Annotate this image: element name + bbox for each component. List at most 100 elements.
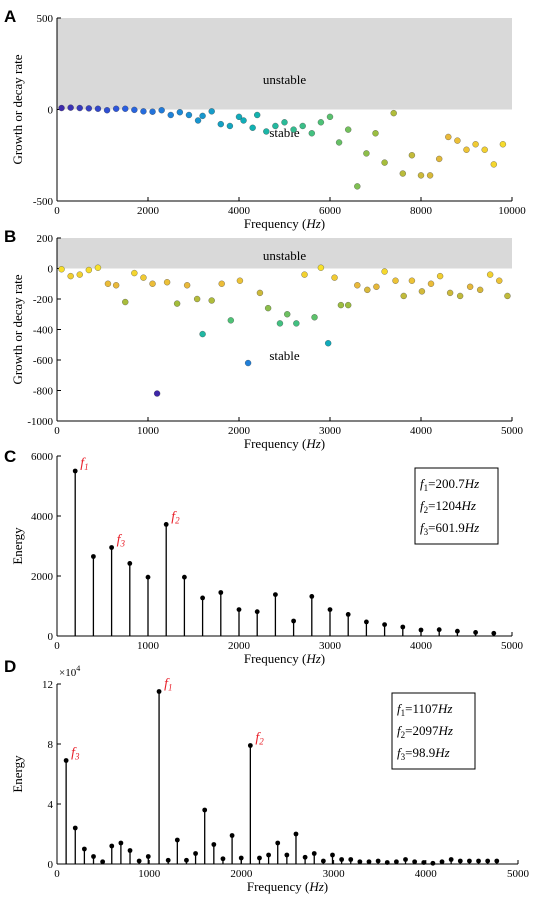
y-tick-label: 12	[42, 679, 53, 691]
x-tick-label: 5000	[501, 425, 524, 437]
data-point	[235, 113, 243, 120]
data-point	[408, 152, 416, 159]
legend-entry: f3=601.9Hz	[420, 520, 479, 537]
peak-label: f3	[71, 746, 80, 762]
stem-marker	[439, 859, 445, 865]
data-point	[364, 286, 371, 294]
stem-marker	[145, 574, 151, 580]
y-tick-label: 500	[37, 13, 54, 25]
data-point	[363, 150, 370, 157]
data-point	[113, 282, 120, 289]
data-point	[167, 111, 174, 119]
legend-box	[414, 467, 499, 545]
legend-entry: f1=1107Hz	[397, 701, 452, 718]
data-point	[264, 304, 272, 312]
stem-marker	[455, 628, 460, 634]
data-point	[308, 130, 315, 137]
data-point	[426, 172, 434, 179]
panel-letter: B	[4, 227, 16, 246]
unstable-label: unstable	[263, 248, 307, 263]
y-axis-label: Energy	[10, 755, 25, 793]
y-tick-label: -500	[33, 196, 54, 208]
peak-label: f3	[117, 533, 126, 549]
data-point	[173, 300, 181, 307]
data-point	[301, 271, 308, 278]
stem-marker	[72, 825, 78, 831]
data-point	[94, 264, 102, 271]
stem-marker	[136, 858, 142, 864]
x-tick-label: 4000	[415, 868, 438, 880]
x-tick-label: 0	[54, 640, 60, 652]
data-point	[76, 104, 83, 112]
x-tick-label: 6000	[319, 205, 342, 217]
x-tick-label: 8000	[410, 205, 433, 217]
peak-label: f1	[80, 456, 88, 472]
data-point	[194, 117, 202, 124]
data-point	[276, 320, 284, 327]
stem-marker	[436, 627, 442, 633]
panel-letter: A	[4, 7, 16, 26]
legend-entry: f2=1204Hz	[420, 498, 476, 515]
stem-marker	[238, 855, 244, 861]
data-point	[272, 122, 279, 130]
data-point	[504, 292, 511, 300]
data-point	[236, 277, 244, 284]
x-tick-label: 0	[54, 425, 60, 437]
x-tick-label: 0	[54, 205, 60, 217]
data-point	[290, 126, 297, 133]
data-point	[317, 119, 325, 126]
x-tick-label: 1000	[137, 425, 160, 437]
data-point	[293, 320, 300, 327]
stem-marker	[330, 852, 335, 858]
data-point	[463, 146, 470, 153]
y-tick-label: -600	[33, 355, 54, 367]
data-point	[122, 105, 129, 112]
data-point	[227, 317, 234, 324]
data-point	[354, 282, 361, 289]
stem-marker	[311, 851, 317, 856]
data-point	[325, 340, 332, 347]
data-point	[299, 122, 306, 130]
stem-marker	[345, 612, 351, 617]
data-point	[390, 110, 397, 117]
data-point	[436, 155, 443, 163]
stem-marker	[430, 860, 436, 866]
data-point	[472, 141, 479, 148]
y-exponent-label: ×104	[59, 664, 80, 679]
data-point	[208, 108, 215, 115]
data-point	[153, 390, 161, 397]
stem-marker	[193, 851, 198, 856]
data-point	[163, 279, 171, 286]
stem-marker	[473, 630, 478, 635]
data-point	[217, 120, 224, 128]
stem-marker	[127, 561, 133, 566]
stem-marker	[366, 859, 372, 865]
stem-marker	[494, 858, 500, 864]
stem-marker	[403, 857, 408, 862]
data-point	[281, 119, 288, 126]
stem-marker	[421, 860, 427, 865]
data-point	[149, 280, 156, 287]
data-point	[345, 301, 352, 309]
unstable-region	[57, 238, 512, 269]
data-point	[208, 297, 215, 304]
stem-marker	[156, 689, 162, 694]
x-tick-label: 4000	[410, 640, 433, 652]
x-tick-label: 3000	[319, 640, 342, 652]
panel-a: 0 2000 4000 6000 8000 10000-5000500Frequency …	[4, 7, 526, 231]
stem-marker	[165, 857, 171, 863]
stem-marker	[174, 837, 180, 843]
stem-marker	[418, 627, 424, 633]
data-point	[199, 330, 206, 338]
data-point	[456, 292, 464, 300]
y-tick-label: -200	[33, 294, 54, 306]
data-point	[499, 141, 507, 148]
data-point	[122, 298, 129, 306]
stem-marker	[476, 858, 481, 864]
data-point	[372, 130, 379, 137]
stem-marker	[393, 859, 399, 865]
data-point	[317, 264, 325, 271]
data-point	[284, 311, 291, 318]
y-axis-label: Growth or decay rate	[10, 274, 25, 384]
panel-c: 0 1000 2000 3000 4000 5000 0 2000 4000 6000 Freque…	[4, 447, 524, 666]
